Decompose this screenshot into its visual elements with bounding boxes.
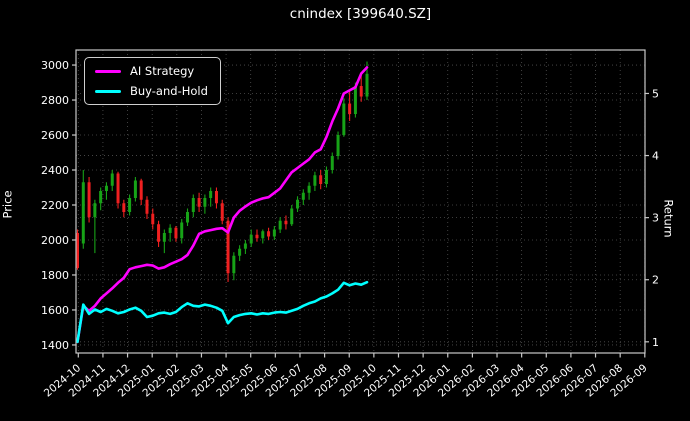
- price-tick-label: 1800: [41, 269, 69, 282]
- price-tick-label: 1600: [41, 304, 69, 317]
- price-tick-label: 2200: [41, 199, 69, 212]
- return-tick-label: 2: [652, 274, 659, 287]
- legend-label-buy-and-hold: Buy-and-Hold: [130, 84, 208, 98]
- legend-line-buy-and-hold-icon: [95, 89, 121, 93]
- y-axis-label-return: Return: [661, 199, 676, 238]
- chart-title: cnindex [399640.SZ]: [289, 6, 432, 22]
- axis-spines: [75, 49, 646, 354]
- return-tick-label: 4: [652, 150, 659, 163]
- price-tick-label: 2400: [41, 164, 69, 177]
- return-tick-label: 3: [652, 212, 659, 225]
- buy-and-hold-line: [76, 280, 369, 344]
- ai-strategy-line: [76, 66, 369, 344]
- legend-item-ai-strategy: AI Strategy: [95, 64, 208, 78]
- price-tick-label: 2600: [41, 129, 69, 142]
- price-tick-label: 2800: [41, 94, 69, 107]
- tick-marks: [72, 64, 649, 358]
- candlestick-series: [76, 61, 369, 282]
- legend-label-ai-strategy: AI Strategy: [130, 64, 195, 78]
- price-tick-label: 1400: [41, 339, 69, 352]
- gridlines: [76, 50, 646, 353]
- legend-item-buy-and-hold: Buy-and-Hold: [95, 84, 208, 98]
- y-axis-label-price: Price: [0, 190, 15, 219]
- price-tick-label: 3000: [41, 59, 69, 72]
- legend-line-ai-strategy-icon: [95, 69, 121, 73]
- price-tick-label: 2000: [41, 234, 69, 247]
- return-tick-label: 5: [652, 87, 659, 100]
- legend: AI Strategy Buy-and-Hold: [84, 57, 221, 105]
- return-tick-label: 1: [652, 336, 659, 349]
